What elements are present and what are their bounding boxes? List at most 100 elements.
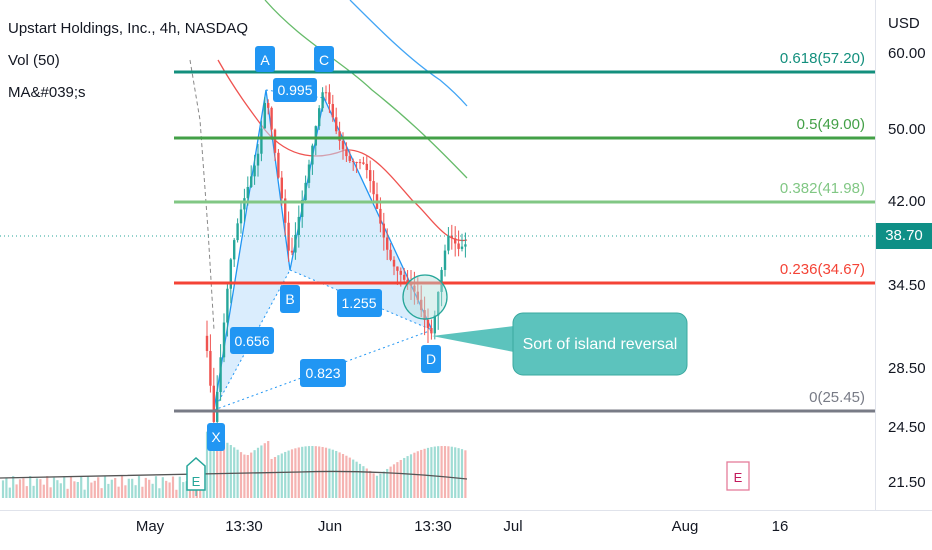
ma-dashed-line: [189, 59, 215, 331]
fib-label: 0.236(34.67): [780, 261, 865, 278]
ratio-0656: 0.656: [230, 327, 274, 354]
currency-label: USD: [888, 15, 920, 32]
candle-body: [406, 279, 409, 283]
time-tick-label: May: [136, 518, 165, 535]
volume-bar: [12, 476, 15, 498]
candle-body: [382, 223, 385, 238]
point-a: A: [255, 46, 275, 72]
callout-box: [512, 312, 688, 376]
volume-bar: [93, 480, 96, 498]
volume-bar: [457, 448, 460, 498]
candle-body: [433, 315, 436, 334]
candle-body: [460, 246, 464, 249]
volume-bar: [386, 468, 389, 498]
volume-bar: [280, 453, 283, 498]
ma-indicator-label[interactable]: MA&#039;s: [8, 84, 86, 101]
volume-bar: [355, 461, 358, 498]
volume-bar: [433, 446, 436, 498]
volume-bar: [69, 476, 73, 498]
volume-bar: [253, 450, 256, 498]
volume-bar: [440, 446, 443, 498]
time-tick-label: Jun: [318, 518, 342, 535]
volume-bar: [124, 485, 127, 498]
volume-bar: [328, 448, 331, 498]
ratio-0656-label: 0.656: [234, 333, 269, 349]
candle-body: [416, 291, 419, 300]
time-tick-label: 13:30: [225, 518, 263, 535]
candle-body: [420, 299, 423, 311]
volume-bar: [120, 476, 124, 498]
time-axis[interactable]: May 13:30 Jun 13:30 Jul Aug 16: [136, 518, 789, 535]
candle-body: [277, 152, 280, 178]
volume-bar: [134, 485, 137, 498]
volume-bar: [141, 486, 144, 498]
volume-bar: [80, 476, 83, 498]
volume-bar: [294, 448, 297, 498]
volume-bar: [168, 482, 171, 498]
volume-bar: [464, 450, 467, 498]
candle-body: [267, 102, 270, 108]
volume-bar: [148, 479, 151, 498]
volume-bar: [32, 485, 35, 498]
volume-bar: [127, 478, 130, 498]
candle-body: [239, 209, 243, 224]
volume-bar: [182, 482, 185, 498]
candle-body: [430, 328, 433, 334]
volume-bar: [324, 447, 328, 498]
candle-body: [369, 170, 372, 182]
candle-body: [348, 156, 351, 162]
fib-label: 0.618(57.20): [780, 50, 865, 67]
volume-bar: [35, 478, 39, 498]
price-tick-label: 50.00: [888, 121, 926, 138]
volume-bar: [46, 476, 49, 498]
candle-body: [355, 162, 358, 164]
volume-indicator-label[interactable]: Vol (50): [8, 52, 60, 69]
volume-bar: [243, 454, 246, 498]
earnings-marker-may[interactable]: E: [186, 456, 206, 496]
candle-body: [365, 163, 368, 171]
volume-bar: [154, 476, 158, 498]
ratio-0823: 0.823: [300, 359, 346, 387]
volume-bar: [396, 462, 399, 498]
volume-bar: [73, 481, 76, 498]
volume-bar: [158, 488, 161, 498]
candle-body: [440, 269, 443, 292]
candle-body: [423, 310, 426, 320]
volume-bar: [42, 484, 45, 498]
candle-body: [219, 357, 222, 393]
point-b: B: [280, 285, 300, 313]
candle-body: [243, 198, 246, 210]
volume-bar: [5, 477, 8, 498]
volume-bar: [52, 477, 56, 498]
volume-bar: [318, 446, 321, 498]
volume-bar: [352, 459, 355, 498]
candle-body: [236, 223, 239, 241]
candle-body: [209, 350, 212, 386]
volume-bar: [29, 476, 32, 498]
candle-body: [328, 92, 331, 105]
candle-body: [396, 266, 399, 271]
point-x-label: X: [211, 429, 221, 445]
volume-bar: [100, 488, 103, 498]
fib-label: 0(25.45): [809, 389, 865, 406]
candle-body: [403, 274, 406, 280]
volume-bar: [76, 481, 79, 498]
volume-bar: [66, 488, 69, 498]
ratio-0995-label: 0.995: [277, 82, 312, 98]
volume-bar: [212, 434, 215, 498]
volume-bar: [107, 483, 110, 498]
volume-bar: [331, 449, 334, 498]
ma-blue-line: [349, 0, 468, 107]
volume-bar: [443, 446, 447, 498]
candle-body: [290, 250, 294, 253]
earnings-marker-aug[interactable]: E: [726, 461, 750, 491]
price-axis[interactable]: 60.00 50.00 42.00 34.50 28.50 24.50 21.50: [888, 45, 926, 491]
volume-bar: [382, 471, 385, 498]
volume-bar: [63, 476, 66, 498]
volume-ma-line: [0, 470, 468, 480]
volume-bar: [403, 457, 406, 498]
candle-body: [454, 238, 457, 244]
candle-body: [443, 250, 447, 270]
time-tick-label: 16: [772, 518, 789, 535]
